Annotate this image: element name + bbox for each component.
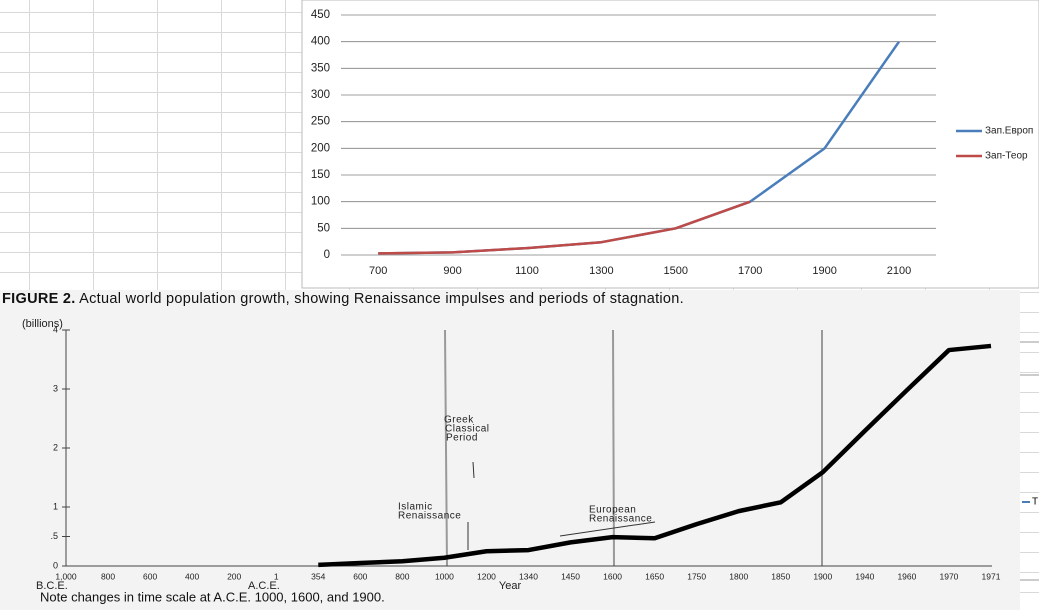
y-tick-label: 0	[324, 249, 330, 261]
annotation: Classical	[445, 424, 490, 435]
x-tick-label: 1970	[939, 571, 958, 581]
x-tick-label: 1200	[477, 571, 496, 581]
y-tick-label: 100	[311, 196, 330, 208]
chart-frame	[301, 0, 1039, 289]
x-tick-label: 1940	[855, 571, 874, 581]
era-label: A.C.E.	[248, 580, 280, 592]
y-tick-label: 400	[311, 36, 330, 48]
x-axis-label: Year	[499, 580, 522, 592]
y-tick-label: 450	[311, 9, 330, 21]
figure-title: FIGURE 2. Actual world population growth…	[2, 291, 1022, 307]
x-tick-label: 700	[369, 265, 387, 277]
x-tick-label: 1600	[603, 571, 622, 581]
y-tick-label: 50	[317, 222, 330, 234]
x-tick-label: 600	[143, 571, 157, 581]
x-tick-label: 1650	[645, 571, 664, 581]
scan-image	[0, 290, 1020, 610]
x-tick-label: 800	[395, 571, 409, 581]
x-tick-label: 1000	[435, 571, 454, 581]
legend-fragment: T	[1032, 497, 1038, 508]
annotation: Renaissance	[589, 514, 652, 525]
series-line	[378, 200, 751, 255]
x-tick-label: 1700	[738, 265, 762, 277]
x-tick-label: 1971	[982, 571, 1001, 581]
x-tick-label: 1900	[812, 265, 836, 277]
y-tick-label: 2	[53, 442, 58, 452]
x-tick-label: 1750	[687, 571, 706, 581]
x-tick-label: 1340	[519, 571, 538, 581]
x-tick-label: 900	[443, 265, 461, 277]
period-line	[612, 329, 615, 567]
period-line	[444, 329, 448, 567]
x-tick-label: 2100	[887, 265, 911, 277]
annotation: European	[589, 505, 636, 516]
legend-label: Зап-Теор	[985, 151, 1028, 162]
annotation-arrow	[559, 521, 656, 537]
annotation: Greek	[444, 415, 474, 426]
annotation: Islamic	[398, 502, 433, 513]
x-tick-label: 1450	[561, 571, 580, 581]
figure-label: FIGURE 2.	[2, 291, 76, 307]
legend-label: Зап.Европ	[985, 126, 1033, 137]
y-tick-label: 3	[53, 383, 58, 393]
y-tick-label: 150	[311, 169, 330, 181]
era-label: B.C.E.	[36, 580, 68, 592]
y-tick-label: 200	[311, 142, 330, 154]
x-tick-label: 1850	[771, 571, 790, 581]
annotation: Renaissance	[398, 511, 461, 522]
y-tick-label: 350	[311, 62, 330, 74]
x-tick-label: 1900	[813, 571, 832, 581]
x-tick-label: 1300	[589, 265, 613, 277]
y-tick-label: 250	[311, 116, 330, 128]
annotation-arrow	[472, 461, 475, 479]
x-tick-label: 1,000	[55, 571, 77, 581]
x-tick-label: 1	[274, 571, 279, 581]
figure-caption: Actual world population growth, showing …	[79, 291, 684, 307]
x-tick-label: 400	[185, 571, 199, 581]
series-line	[318, 343, 992, 568]
y-tick-label: 4	[53, 324, 58, 334]
x-tick-label: 1800	[729, 571, 748, 581]
y-tick-label: 1	[53, 501, 58, 511]
annotation: Period	[446, 433, 478, 444]
x-tick-label: 200	[227, 571, 241, 581]
x-tick-label: 600	[353, 571, 367, 581]
x-tick-label: 1500	[664, 265, 688, 277]
x-tick-label: 1100	[515, 265, 539, 277]
y-tick-label: 300	[311, 89, 330, 101]
y-tick-label: 0	[53, 560, 58, 570]
x-tick-label: 1960	[897, 571, 916, 581]
y-axis-label: (billions)	[22, 318, 63, 330]
x-tick-label: 800	[101, 571, 115, 581]
figure-note: Note changes in time scale at A.C.E. 100…	[40, 589, 385, 604]
x-tick-label: 354	[311, 571, 325, 581]
y-tick-label: .5	[50, 531, 58, 541]
